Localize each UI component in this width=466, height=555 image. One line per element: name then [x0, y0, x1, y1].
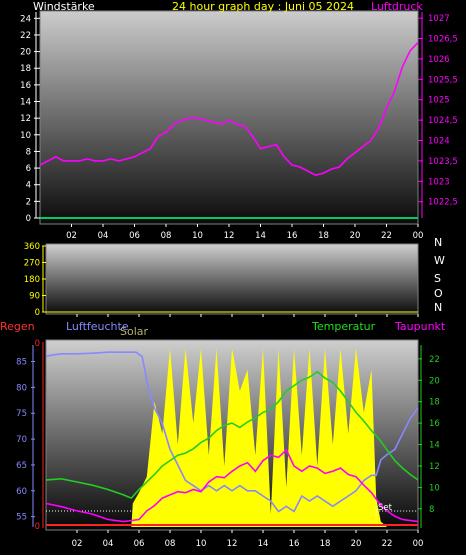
pressure-tick-label: 1024,5 [428, 116, 458, 126]
humidity-tick-label: 60 [16, 487, 27, 497]
wind-tick-label: 20 [20, 48, 31, 58]
temperature-tick-label: 8 [429, 505, 434, 515]
rain-tick-label: 0 [35, 522, 40, 532]
compass-direction-label: W [434, 254, 445, 267]
x-tick-label: 02 [66, 231, 77, 241]
pressure-tick-label: 1027 [428, 14, 450, 24]
temperature-series-line [45, 370, 419, 500]
x-tick-label: 06 [134, 539, 145, 549]
humidity-tick-label: 70 [16, 435, 27, 445]
pressure-tick-label: 1023 [428, 177, 450, 187]
temperature-tick-label: 10 [429, 483, 440, 493]
wind-tick-label: 8 [26, 147, 31, 157]
humidity-label: Luftfeuchte [66, 320, 129, 333]
panel2-plot-area [46, 244, 418, 314]
x-tick-label: 10 [192, 231, 203, 241]
pressure-tick-label: 1024 [428, 137, 450, 147]
x-tick-label: 08 [165, 539, 176, 549]
x-tick-label: 08 [161, 231, 172, 241]
wind-tick-label: 0 [26, 214, 31, 224]
x-tick-label: 04 [98, 231, 109, 241]
x-tick-label: 16 [289, 539, 300, 549]
rain-label: Regen [0, 320, 35, 333]
dewpoint-label: Taupunkt [394, 320, 446, 333]
pressure-series-line [39, 42, 419, 177]
x-tick-label: 06 [129, 231, 140, 241]
direction-tick-label: 180 [24, 275, 40, 285]
solar-label: Solar [120, 325, 149, 338]
wind-tick-label: 2 [26, 197, 31, 207]
pressure-tick-label: 1022,5 [428, 198, 458, 208]
pressure-axis-title: Luftdruck [371, 0, 423, 13]
x-tick-label: 12 [224, 231, 235, 241]
sunset-label: Set [378, 503, 393, 513]
x-tick-label: 00 [413, 231, 424, 241]
x-tick-label: 16 [287, 231, 298, 241]
wind-axis-title: Windstärke [33, 0, 95, 13]
rain-tick-label: 0 [35, 339, 40, 349]
x-tick-label: 00 [413, 539, 424, 549]
pressure-tick-label: 1023,5 [428, 157, 458, 167]
x-tick-label: 22 [381, 231, 392, 241]
temperature-tick-label: 18 [429, 398, 440, 408]
solar-series-area [46, 348, 418, 527]
direction-tick-label: 360 [24, 242, 40, 252]
pressure-tick-label: 1026,5 [428, 35, 458, 45]
dewpoint-series-line [45, 448, 419, 523]
compass-direction-label: N [434, 301, 442, 314]
humidity-tick-label: 65 [16, 461, 27, 471]
panel1-plot-area [40, 11, 418, 224]
direction-tick-label: 0 [35, 308, 40, 318]
x-tick-label: 20 [351, 539, 362, 549]
pressure-tick-label: 1025 [428, 96, 450, 106]
x-tick-label: 04 [103, 539, 114, 549]
temperature-tick-label: 20 [429, 376, 440, 386]
wind-tick-label: 18 [20, 64, 31, 74]
temperature-tick-label: 12 [429, 462, 440, 472]
temperature-label: Temperatur [311, 320, 376, 333]
x-tick-label: 12 [227, 539, 238, 549]
humidity-tick-label: 75 [16, 409, 27, 419]
x-tick-label: 14 [258, 539, 269, 549]
x-tick-label: 10 [196, 539, 207, 549]
wind-tick-label: 12 [20, 114, 31, 124]
direction-tick-label: 90 [29, 292, 40, 302]
compass-direction-label: N [434, 236, 442, 249]
pressure-tick-label: 1025,5 [428, 75, 458, 85]
x-tick-label: 18 [320, 539, 331, 549]
wind-tick-label: 10 [20, 131, 31, 141]
humidity-tick-label: 55 [16, 513, 27, 523]
x-tick-label: 14 [255, 231, 266, 241]
compass-direction-label: S [434, 272, 441, 285]
wind-tick-label: 16 [20, 81, 31, 91]
wind-tick-label: 22 [20, 31, 31, 41]
temperature-tick-label: 22 [429, 355, 440, 365]
x-tick-label: 20 [350, 231, 361, 241]
compass-direction-label: O [434, 287, 443, 300]
chart-title: 24 hour graph day : Juni 05 2024 [172, 0, 354, 13]
wind-tick-label: 4 [26, 181, 31, 191]
x-tick-label: 22 [382, 539, 393, 549]
wind-tick-label: 24 [20, 14, 31, 24]
pressure-tick-label: 1026 [428, 55, 450, 65]
wind-tick-label: 6 [26, 164, 31, 174]
wind-tick-label: 14 [20, 98, 31, 108]
chart-marks: 0246810121416182022241022,510231023,5102… [16, 12, 458, 549]
temperature-tick-label: 16 [429, 419, 440, 429]
temperature-tick-label: 14 [429, 441, 440, 451]
humidity-series-line [45, 351, 419, 513]
x-tick-label: 18 [318, 231, 329, 241]
x-tick-label: 02 [72, 539, 83, 549]
humidity-tick-label: 80 [16, 383, 27, 393]
direction-tick-label: 270 [24, 259, 40, 269]
humidity-tick-label: 85 [16, 358, 27, 368]
